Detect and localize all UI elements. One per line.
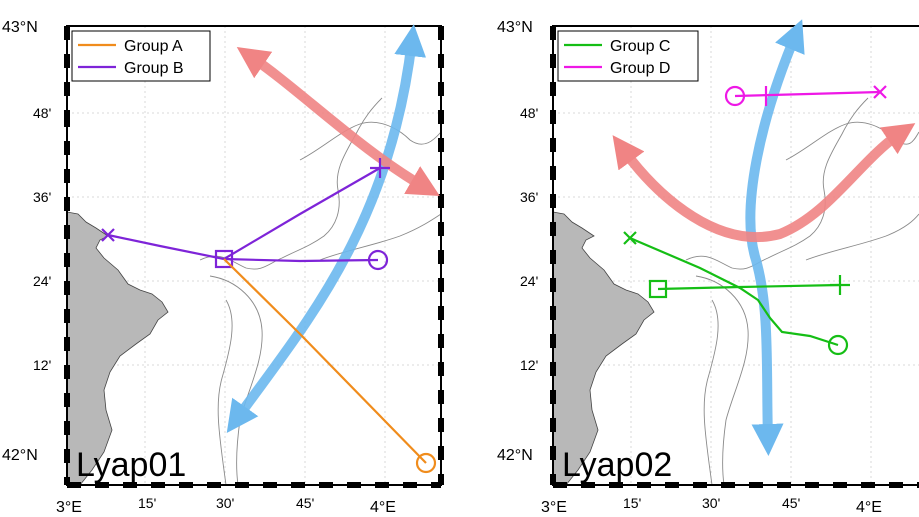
x-tick-label: 15' (138, 495, 156, 511)
legend-label-group-b: Group B (124, 60, 184, 77)
trajectory-group-a (223, 258, 437, 474)
legend: Group A Group B (71, 30, 211, 82)
legend-box (71, 30, 211, 82)
x-tick-label: 3°E (56, 499, 82, 516)
x-axis-labels: 3°E 15' 30' 45' 4°E (56, 495, 396, 516)
x-tick-label: 3°E (541, 499, 567, 516)
x-marker (873, 85, 887, 99)
x-marker (101, 228, 115, 242)
y-tick-label: 12' (33, 357, 51, 373)
y-tick-label: 12' (520, 357, 538, 373)
y-tick-label: 43°N (2, 19, 38, 36)
y-axis-labels: 43°N 48' 36' 24' 12' 42°N (497, 19, 538, 464)
circle-marker (724, 85, 746, 107)
y-tick-label: 48' (520, 105, 538, 121)
red-current-arrow (612, 123, 916, 243)
red-current-arrow (236, 46, 440, 196)
panel-title: Lyap02 (562, 446, 672, 484)
panel-lyap02: Group C Group D 43°N 48' 36' 24' 12' 42°… (497, 19, 919, 516)
circle-marker (415, 452, 437, 474)
legend-label-group-c: Group C (610, 38, 670, 55)
square-marker (648, 279, 668, 299)
land-mass (66, 211, 169, 486)
x-tick-label: 45' (782, 495, 800, 511)
map-background (553, 26, 919, 485)
legend-label-group-a: Group A (124, 38, 183, 55)
frame-ticks (550, 26, 919, 488)
legend: Group C Group D (557, 30, 699, 82)
legend-label-group-d: Group D (610, 60, 670, 77)
x-axis-labels: 3°E 15' 30' 45' 4°E (541, 495, 882, 516)
y-tick-label: 24' (33, 273, 51, 289)
blue-current-arrow (745, 19, 805, 456)
plus-marker (370, 158, 390, 178)
y-tick-label: 42°N (497, 447, 533, 464)
x-tick-label: 30' (216, 495, 234, 511)
trajectory-group-c (623, 231, 850, 356)
trajectory-group-d (724, 85, 887, 107)
land-mass (552, 211, 655, 486)
legend-box (557, 30, 699, 82)
frame-ticks (64, 26, 444, 488)
y-tick-label: 48' (33, 105, 51, 121)
y-tick-label: 42°N (2, 447, 38, 464)
panel-lyap01: Group A Group B 43°N 48' 36' 24' 12' 42°… (2, 19, 444, 516)
x-tick-label: 15' (623, 495, 641, 511)
y-tick-label: 43°N (497, 19, 533, 36)
x-tick-label: 45' (296, 495, 314, 511)
plus-marker (830, 275, 850, 295)
y-axis-labels: 43°N 48' 36' 24' 12' 42°N (2, 19, 51, 464)
x-tick-label: 4°E (370, 499, 396, 516)
y-tick-label: 36' (520, 189, 538, 205)
x-tick-label: 4°E (856, 499, 882, 516)
x-tick-label: 30' (702, 495, 720, 511)
circle-marker (367, 249, 389, 271)
circle-marker (827, 334, 849, 356)
x-marker (623, 231, 637, 245)
trajectory-group-b (101, 158, 390, 271)
y-tick-label: 36' (33, 189, 51, 205)
y-tick-label: 24' (520, 273, 538, 289)
panel-title: Lyap01 (76, 446, 186, 484)
square-marker (214, 249, 234, 269)
